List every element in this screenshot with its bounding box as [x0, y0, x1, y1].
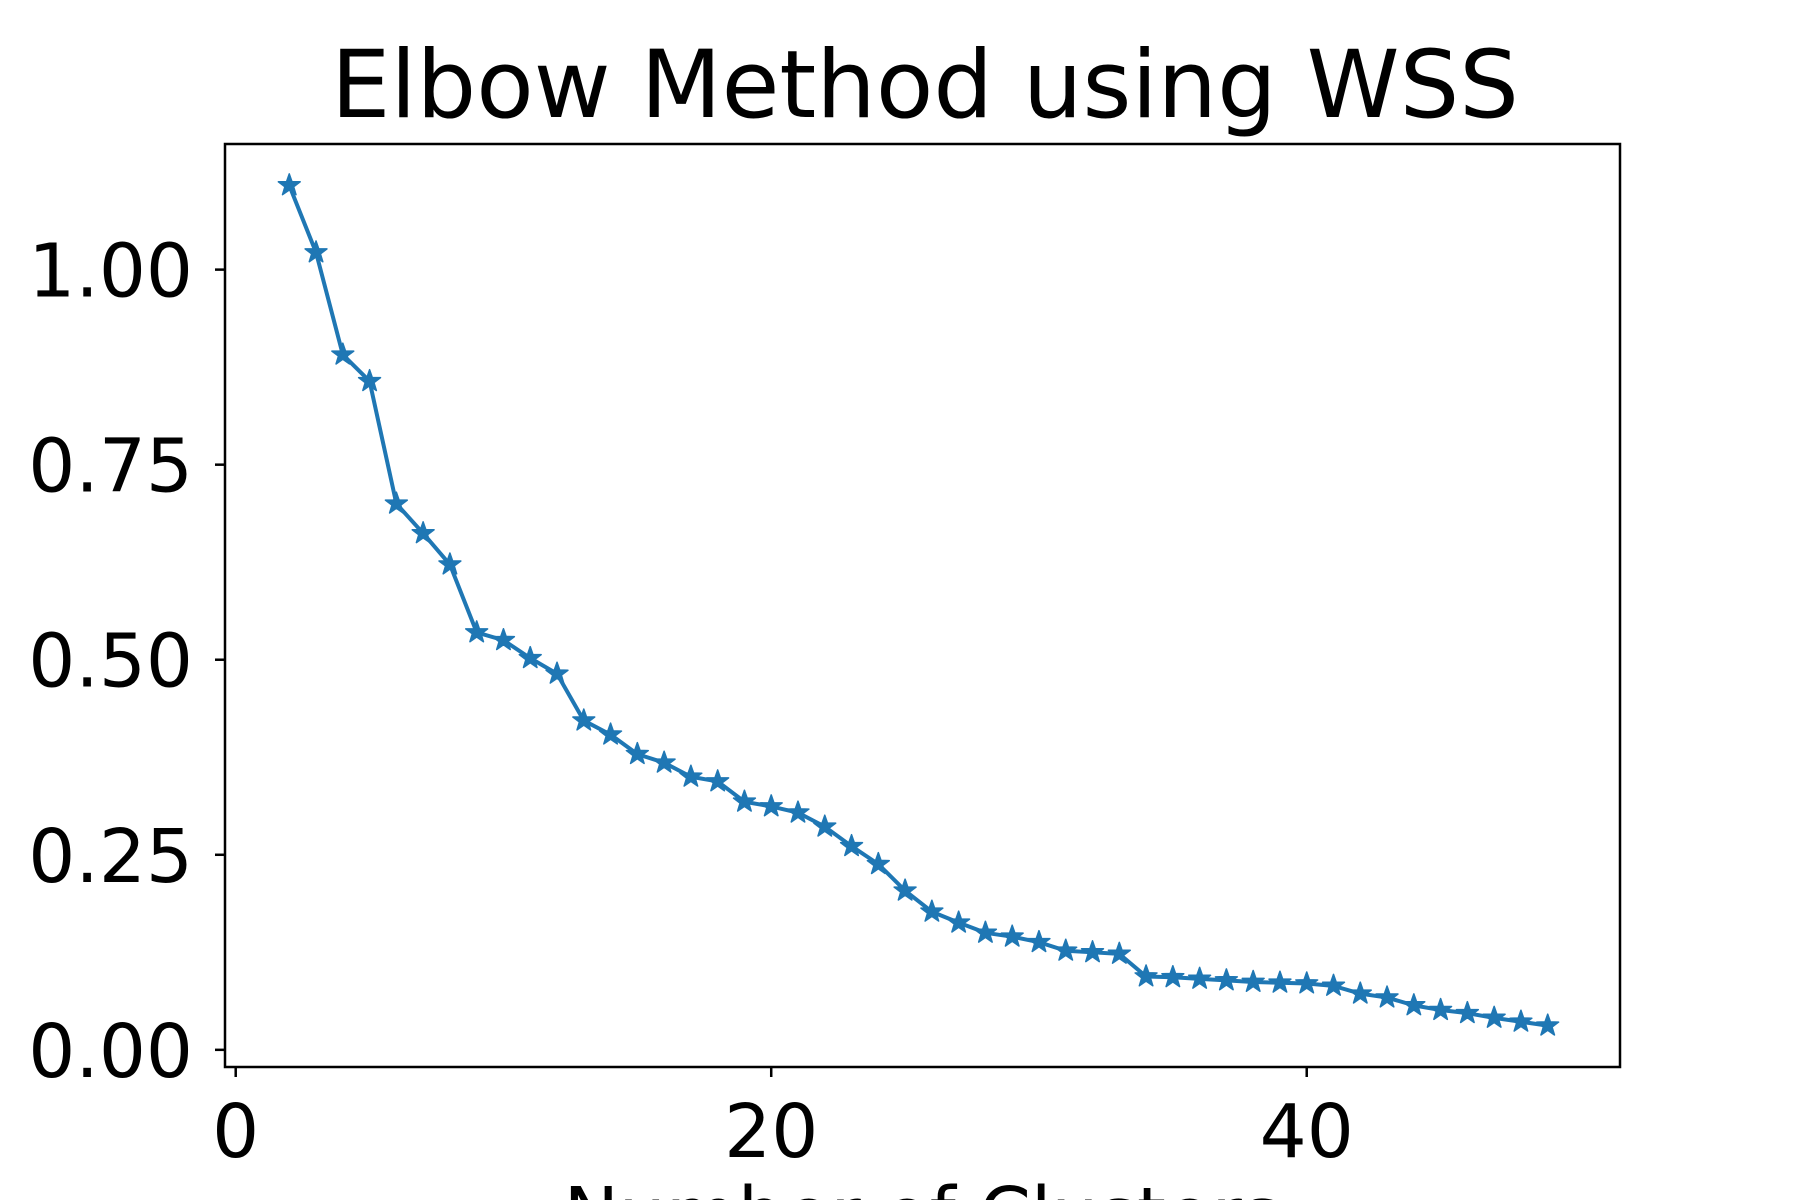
data-point-marker: [946, 910, 971, 933]
x-tick-label: 0: [212, 1089, 259, 1175]
data-point-marker: [1321, 973, 1346, 996]
data-point-marker: [813, 814, 837, 837]
data-point-marker: [1107, 941, 1131, 964]
data-point-marker: [1000, 924, 1024, 947]
data-point-marker: [973, 920, 998, 943]
data-point-marker: [518, 645, 542, 669]
data-point-marker: [1536, 1013, 1560, 1036]
data-point-marker: [1509, 1009, 1533, 1032]
data-point-marker: [304, 240, 328, 263]
data-point-marker: [1027, 929, 1051, 953]
data-point-marker: [1214, 968, 1239, 991]
data-point-marker: [357, 368, 382, 392]
data-point-marker: [1482, 1005, 1506, 1028]
data-point-marker: [893, 878, 917, 901]
axis-ticks: 0 20 40 0.00 0.25 0.50 0.75 1.00: [28, 229, 1354, 1175]
data-point-marker: [839, 833, 864, 857]
data-point-marker: [545, 661, 569, 684]
data-point-marker: [786, 800, 810, 823]
data-point-marker: [679, 764, 703, 787]
data-point-marker: [438, 552, 462, 575]
data-point-marker: [491, 627, 516, 651]
data-point-marker: [1161, 965, 1185, 988]
y-tick-label: 0.50: [28, 619, 193, 705]
data-point-marker: [277, 173, 301, 196]
data-point-marker: [866, 851, 891, 875]
data-point-marker: [411, 521, 435, 544]
series-line: [287, 183, 1550, 1028]
data-point-marker: [331, 342, 355, 365]
data-point-marker: [705, 769, 730, 792]
data-point-marker: [1080, 940, 1105, 963]
data-point-marker: [598, 722, 623, 745]
data-point-marker: [1375, 985, 1399, 1008]
data-point-marker: [1348, 981, 1372, 1004]
data-point-marker: [1268, 970, 1292, 993]
data-point-marker: [732, 789, 757, 812]
y-tick-label: 0.00: [28, 1009, 193, 1095]
data-point-marker: [759, 794, 783, 817]
data-point-marker: [465, 620, 489, 643]
data-point-marker: [384, 491, 409, 514]
x-tick-label: 20: [724, 1089, 818, 1175]
data-point-marker: [1295, 971, 1319, 994]
chart-title: Elbow Method using WSS: [331, 31, 1519, 140]
data-point-marker: [920, 899, 944, 922]
y-tick-label: 1.00: [28, 229, 193, 315]
plot-frame: [223, 142, 1622, 1069]
y-tick-label: 0.25: [28, 814, 193, 900]
data-point-marker: [572, 708, 596, 731]
x-axis-label: Number of Clusters: [564, 1172, 1281, 1200]
data-point-marker: [652, 750, 676, 773]
data-point-marker: [1187, 966, 1212, 989]
data-point-marker: [1455, 1000, 1480, 1024]
data-point-marker: [1428, 997, 1453, 1021]
data-point-marker: [1402, 993, 1426, 1016]
y-tick-label: 0.75: [28, 424, 193, 510]
data-point-marker: [625, 741, 650, 765]
data-point-marker: [1134, 964, 1158, 987]
data-point-marker: [1241, 969, 1265, 993]
x-tick-label: 40: [1260, 1089, 1354, 1175]
data-point-marker: [1054, 938, 1078, 961]
plot-area: [277, 173, 1560, 1036]
